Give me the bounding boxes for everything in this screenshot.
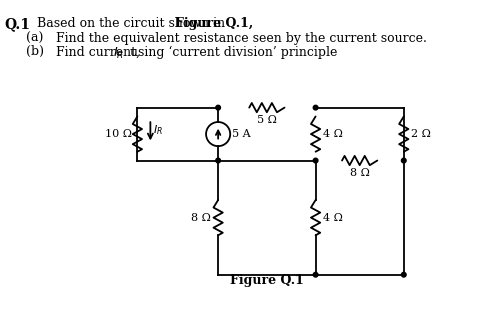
Text: 10 Ω: 10 Ω: [105, 129, 132, 139]
Text: 5 A: 5 A: [232, 129, 250, 139]
Text: Based on the circuit shown in: Based on the circuit shown in: [37, 17, 229, 30]
Circle shape: [313, 158, 318, 163]
Text: Figure Q.1: Figure Q.1: [230, 274, 304, 287]
Text: Find current,: Find current,: [56, 45, 144, 58]
Circle shape: [313, 273, 318, 277]
Text: (b): (b): [26, 45, 44, 58]
Text: Find the equivalent resistance seen by the current source.: Find the equivalent resistance seen by t…: [56, 32, 426, 45]
Text: Figure Q.1,: Figure Q.1,: [174, 17, 253, 30]
Circle shape: [216, 105, 220, 110]
Text: 2 Ω: 2 Ω: [411, 129, 431, 139]
Text: 8 Ω: 8 Ω: [191, 213, 211, 222]
Circle shape: [402, 158, 406, 163]
Text: (a): (a): [26, 32, 43, 45]
Text: 4 Ω: 4 Ω: [323, 129, 343, 139]
Text: 4 Ω: 4 Ω: [323, 213, 343, 222]
Text: $I_R$: $I_R$: [153, 124, 163, 137]
Text: 5 Ω: 5 Ω: [257, 115, 277, 125]
Text: using ‘current division’ principle: using ‘current division’ principle: [126, 45, 337, 59]
Text: 8 Ω: 8 Ω: [350, 168, 370, 178]
Circle shape: [216, 158, 220, 163]
Circle shape: [313, 105, 318, 110]
Text: $I_R$: $I_R$: [113, 45, 124, 61]
Text: Q.1: Q.1: [4, 17, 31, 31]
Circle shape: [402, 273, 406, 277]
